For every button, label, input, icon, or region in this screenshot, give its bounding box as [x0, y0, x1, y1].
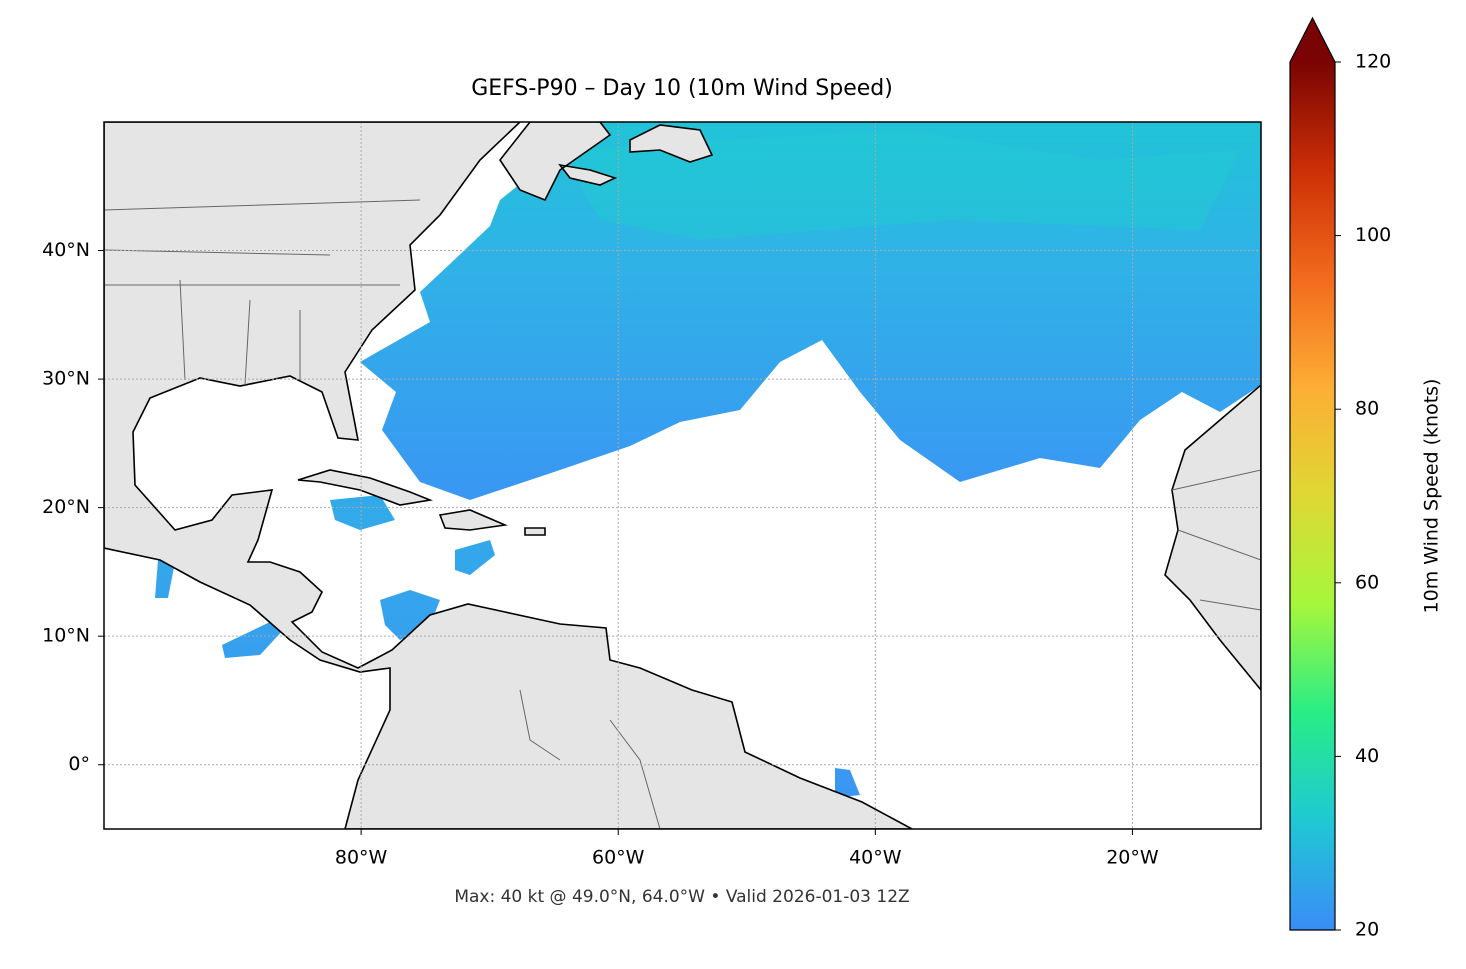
- y-tick-label: 40°N: [42, 239, 90, 261]
- x-tick-label: 40°W: [849, 847, 902, 869]
- y-tick-label: 10°N: [42, 625, 90, 647]
- colorbar-tick-label: 80: [1355, 398, 1379, 420]
- land: [104, 122, 913, 829]
- colorbar-tick-label: 60: [1355, 571, 1379, 593]
- colorbar-tick-label: 20: [1355, 919, 1379, 941]
- colorbar-tick-label: 100: [1355, 224, 1391, 246]
- colorbar-outline: [1289, 16, 1336, 931]
- chart-title: GEFS-P90 – Day 10 (10m Wind Speed): [471, 76, 893, 101]
- y-tick-label: 0°: [68, 753, 90, 775]
- colorbar: [1290, 62, 1335, 930]
- colorbar-tick-label: 120: [1355, 51, 1391, 73]
- x-tick-label: 20°W: [1106, 847, 1159, 869]
- wind-field: [360, 122, 1261, 500]
- colorbar-tick-label: 40: [1355, 745, 1379, 767]
- land: [297, 122, 1261, 692]
- map-frame: [103, 121, 1262, 830]
- colorbar-extend: [1290, 18, 1335, 62]
- x-tick-label: 60°W: [592, 847, 645, 869]
- colorbar-label: 10m Wind Speed (knots): [1421, 379, 1443, 614]
- y-tick-label: 20°N: [42, 496, 90, 518]
- footer-note: Max: 40 kt @ 49.0°N, 64.0°W • Valid 2026…: [454, 887, 909, 907]
- border: [104, 199, 1261, 829]
- y-tick-label: 30°N: [42, 368, 90, 390]
- x-tick-label: 80°W: [335, 847, 388, 869]
- wind-field: [560, 130, 1240, 240]
- map-area: [104, 122, 1261, 829]
